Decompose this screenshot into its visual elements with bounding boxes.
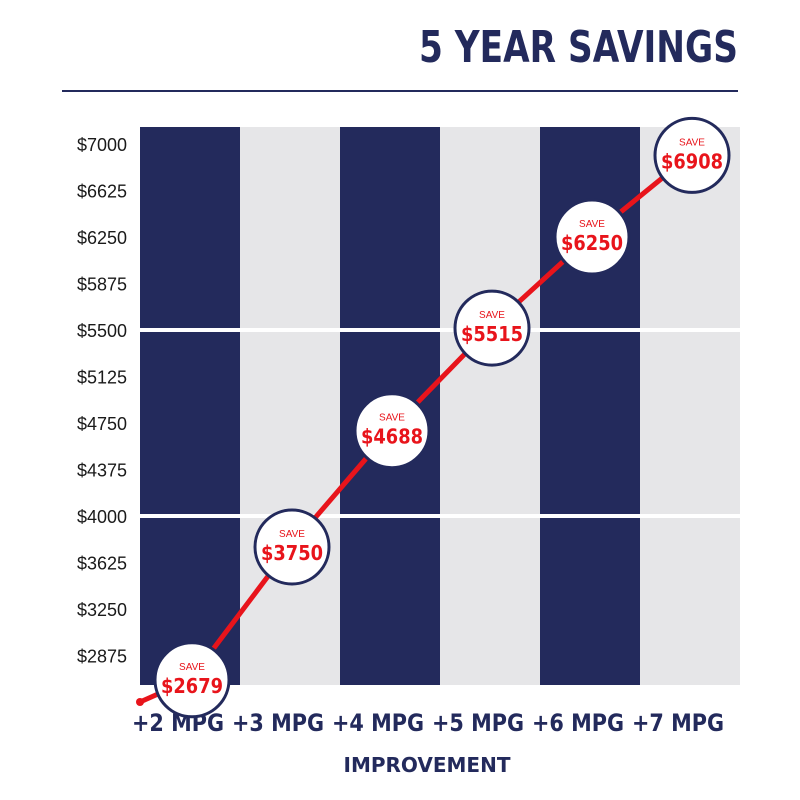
x-axis-label: IMPROVEMENT xyxy=(344,753,511,777)
data-point-5: SAVE$6250 xyxy=(553,198,631,276)
point-marker xyxy=(153,641,231,719)
y-tick-label: $2875 xyxy=(77,647,127,667)
point-marker xyxy=(253,508,331,586)
y-tick-label: $4750 xyxy=(77,414,127,434)
data-point-1: SAVE$2679 xyxy=(153,641,231,719)
savings-markers: SAVE$2679SAVE$3750SAVE$4688SAVE$5515SAVE… xyxy=(153,116,731,719)
x-tick-label: +7 MPG xyxy=(632,709,724,737)
point-caption: SAVE xyxy=(379,413,405,424)
y-tick-label: $6625 xyxy=(77,182,127,202)
y-tick-label: $3250 xyxy=(77,600,127,620)
title-divider xyxy=(62,90,738,92)
point-value-label: $2679 xyxy=(161,674,223,698)
data-point-4: SAVE$5515 xyxy=(453,289,531,367)
point-caption: SAVE xyxy=(579,219,605,230)
y-axis-tick-labels: $7000 $6625 $6250 $5875 $5500 $5125 $4750 $4375… xyxy=(77,135,127,667)
y-tick-label: $6250 xyxy=(77,228,127,248)
series-start-point xyxy=(136,698,144,706)
point-marker xyxy=(653,116,731,194)
band-2 xyxy=(240,127,340,685)
band-1 xyxy=(140,127,240,685)
data-point-3: SAVE$4688 xyxy=(353,392,431,470)
point-value-label: $6250 xyxy=(561,231,623,255)
x-tick-label: +5 MPG xyxy=(432,709,524,737)
gridline-5500 xyxy=(140,328,740,332)
y-tick-label: $4375 xyxy=(77,461,127,481)
y-tick-label: $5125 xyxy=(77,368,127,388)
data-point-2: SAVE$3750 xyxy=(253,508,331,586)
point-marker xyxy=(353,392,431,470)
point-caption: SAVE xyxy=(679,137,705,148)
band-6 xyxy=(640,127,740,685)
x-tick-label: +4 MPG xyxy=(332,709,424,737)
chart-title: 5 YEAR SAVINGS xyxy=(419,22,738,73)
point-caption: SAVE xyxy=(479,310,505,321)
band-4 xyxy=(440,127,540,685)
x-tick-label: +6 MPG xyxy=(532,709,624,737)
gridlines xyxy=(140,328,740,518)
gridline-4000 xyxy=(140,514,740,518)
point-caption: SAVE xyxy=(179,662,205,673)
y-tick-label: $3625 xyxy=(77,554,127,574)
y-tick-label: $5875 xyxy=(77,275,127,295)
y-tick-label: $4000 xyxy=(77,507,127,527)
y-tick-label: $5500 xyxy=(77,321,127,341)
point-value-label: $6908 xyxy=(661,149,723,173)
y-tick-label: $7000 xyxy=(77,135,127,155)
data-point-6: SAVE$6908 xyxy=(653,116,731,194)
x-tick-label: +3 MPG xyxy=(232,709,324,737)
point-value-label: $4688 xyxy=(361,425,423,449)
point-marker xyxy=(453,289,531,367)
x-axis-tick-labels: +2 MPG +3 MPG +4 MPG +5 MPG +6 MPG +7 MPG xyxy=(132,709,724,737)
point-caption: SAVE xyxy=(279,529,305,540)
point-value-label: $3750 xyxy=(261,541,323,565)
point-value-label: $5515 xyxy=(461,322,523,346)
background-bands xyxy=(140,127,740,685)
point-marker xyxy=(553,198,631,276)
